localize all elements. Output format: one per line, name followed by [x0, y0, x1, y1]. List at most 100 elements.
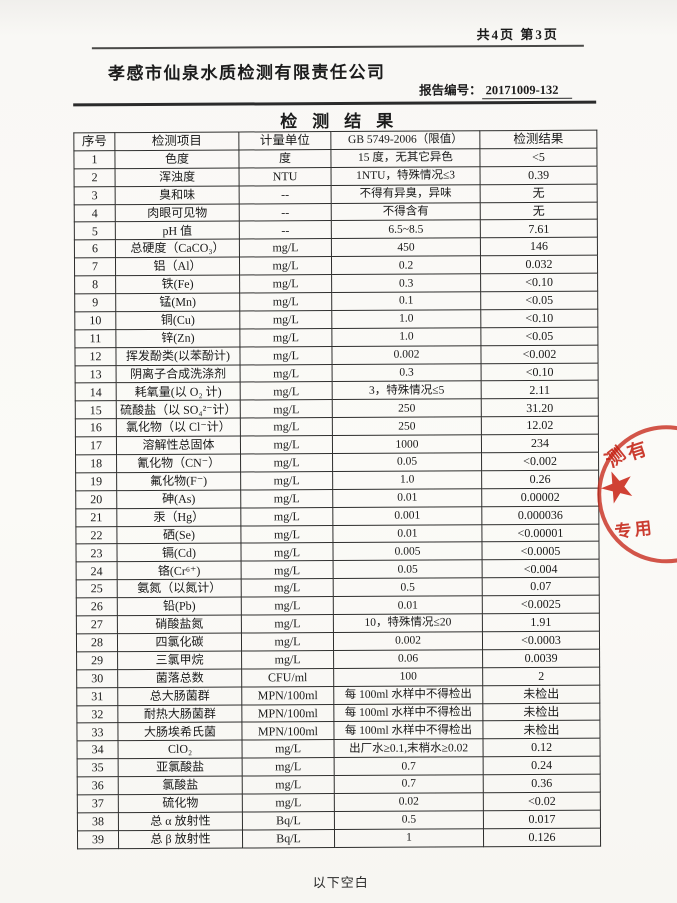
- unit: mg/L: [240, 382, 333, 401]
- item-name: 锰(Mn): [115, 293, 240, 312]
- footer-note: 以下空白: [312, 874, 369, 891]
- item-name: 臭和味: [115, 185, 240, 205]
- unit: mg/L: [240, 507, 333, 526]
- unit: mg/L: [241, 632, 334, 651]
- row-seq: 7: [74, 257, 116, 277]
- limit-value: 0.2: [331, 255, 481, 275]
- limit-value: 0.01: [332, 488, 482, 508]
- row-seq: 33: [76, 723, 119, 742]
- result-value: 0.126: [483, 827, 601, 847]
- report-number-value: 20171009-132: [481, 82, 573, 100]
- unit: mg/L: [240, 399, 333, 419]
- item-name: 铅(Pb): [117, 597, 242, 616]
- row-seq: 36: [77, 776, 119, 795]
- row-seq: 32: [76, 705, 118, 724]
- item-name: 镉(Cd): [116, 543, 242, 563]
- row-seq: 6: [74, 240, 116, 259]
- result-value: 146: [480, 237, 598, 256]
- unit: mg/L: [239, 328, 332, 347]
- result-value: 0.26: [481, 470, 599, 489]
- limit-value: 0.005: [332, 542, 483, 561]
- unit: 度: [238, 149, 332, 168]
- unit: mg/L: [241, 650, 334, 669]
- item-name: 三氯甲烷: [117, 650, 242, 670]
- result-value: 未检出: [482, 702, 600, 722]
- item-name: 铁(Fe): [115, 275, 240, 294]
- result-value: <0.05: [480, 291, 598, 310]
- row-seq: 23: [75, 544, 118, 563]
- row-seq: 37: [77, 794, 119, 813]
- item-name: ClO₂: [118, 740, 243, 759]
- item-name: 氰化物（CN⁻）: [116, 454, 241, 473]
- result-value: 0.00002: [481, 487, 599, 507]
- item-name: 总大肠菌群: [117, 686, 242, 706]
- result-value: <0.002: [480, 344, 599, 364]
- unit: MPN/100ml: [241, 704, 334, 723]
- row-seq: 20: [75, 490, 117, 509]
- row-seq: 38: [77, 812, 119, 831]
- results-table-body: 1 色度度 15 度，无其它异色 <5 2 浑浊度 NTU 1NTU，特殊情况≤3 0.39 3 臭…: [73, 148, 601, 849]
- limit-value: 0.5: [334, 810, 484, 830]
- limit-value: 0.02: [334, 792, 484, 812]
- item-name: 汞（Hg）: [116, 507, 241, 527]
- unit: mg/L: [239, 346, 333, 365]
- result-value: 0.36: [483, 774, 601, 793]
- row-seq: 18: [75, 454, 117, 473]
- item-name: 砷(As): [116, 489, 241, 509]
- results-table: 序号 检测项目 计量单位 GB 5749-2006（限值） 检测结果 1 色度度 1…: [73, 130, 601, 849]
- item-name: 总硬度（CaCO₃）: [115, 239, 240, 258]
- row-seq: 13: [75, 365, 117, 384]
- item-name: 色度: [114, 149, 240, 169]
- unit: mg/L: [240, 525, 333, 544]
- result-value: <0.00001: [481, 523, 599, 543]
- limit-value: 0.05: [332, 452, 482, 472]
- unit: mg/L: [239, 310, 332, 329]
- result-value: <0.0025: [482, 595, 600, 614]
- limit-value: 0.01: [333, 595, 483, 615]
- result-value: <0.004: [482, 559, 600, 579]
- row-seq: 24: [76, 562, 118, 581]
- row-seq: 21: [75, 508, 117, 527]
- item-name: 铬(Cr⁶⁺): [117, 561, 242, 580]
- result-value: 7.61: [480, 219, 598, 239]
- unit: --: [239, 220, 332, 240]
- item-name: 总 α 放射性: [118, 811, 243, 831]
- result-value: 12.02: [481, 416, 599, 435]
- unit: mg/L: [240, 364, 333, 383]
- unit: mg/L: [241, 614, 334, 633]
- page-indicator: 共4页 第3页: [476, 26, 559, 43]
- row-seq: 15: [75, 401, 117, 420]
- item-name: 亚氯酸盐: [118, 758, 243, 777]
- seal-text-fragment: 专用: [613, 518, 656, 542]
- unit: mg/L: [242, 757, 335, 777]
- item-name: 总 β 放射性: [118, 829, 243, 849]
- result-value: 0.0039: [482, 648, 600, 668]
- company-name: 孝感市仙泉水质检测有限责任公司: [107, 62, 386, 84]
- row-seq: 14: [75, 383, 117, 402]
- header-divider-top: [91, 44, 584, 50]
- result-value: 0.032: [480, 255, 598, 274]
- result-value: 0.017: [483, 809, 601, 829]
- result-value: 未检出: [482, 720, 601, 740]
- limit-value: 1.0: [332, 470, 482, 490]
- result-value: 未检出: [482, 684, 600, 704]
- limit-value: 3，特殊情况≤5: [332, 381, 482, 400]
- row-seq: 1: [73, 150, 116, 169]
- row-seq: 10: [74, 311, 116, 330]
- item-name: 肉眼可见物: [115, 203, 240, 223]
- limit-value: 0.002: [331, 345, 482, 365]
- unit: mg/L: [241, 596, 334, 616]
- row-seq: 9: [74, 293, 116, 312]
- report-number: 报告编号： 20171009-132: [419, 79, 573, 100]
- item-name: pH 值: [115, 221, 240, 241]
- result-value: <5: [479, 148, 598, 167]
- result-value: 2: [482, 666, 600, 686]
- item-name: 硫酸盐（以 SO₄²⁻计）: [116, 400, 241, 419]
- row-seq: 25: [76, 579, 118, 599]
- unit: mg/L: [242, 793, 335, 812]
- limit-value: 1: [334, 828, 484, 848]
- result-value: 0.12: [483, 738, 601, 757]
- item-name: 硒(Se): [116, 525, 241, 545]
